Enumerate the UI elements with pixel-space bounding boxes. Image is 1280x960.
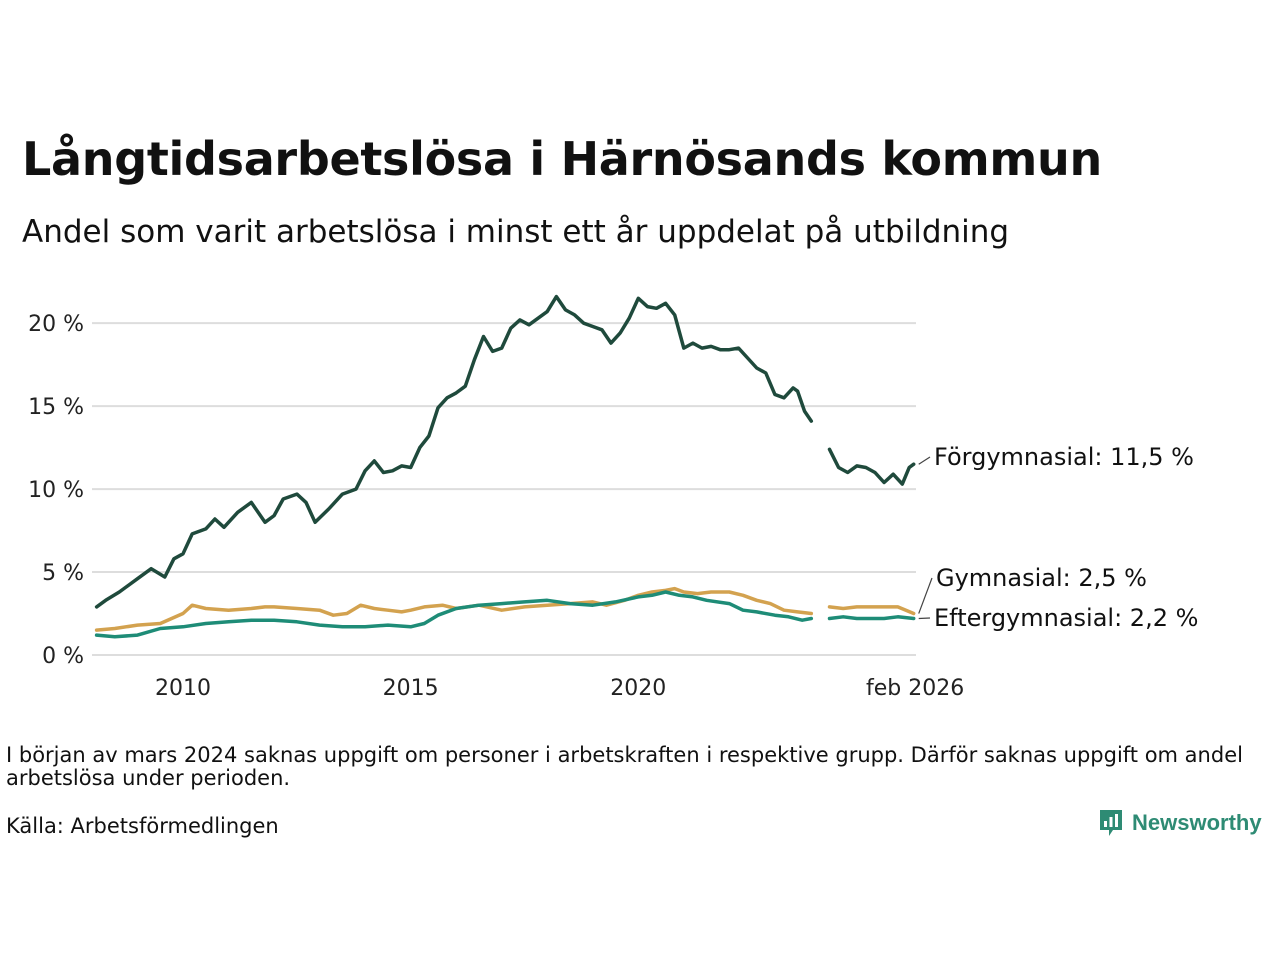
y-tick-label: 10 % xyxy=(28,478,84,503)
y-tick-label: 5 % xyxy=(42,561,84,586)
series-end-labels: Förgymnasial: 11,5 % Gymnasial: 2,5 % Efte… xyxy=(918,443,1198,632)
bar-chart-icon xyxy=(1100,810,1122,836)
series-label-gymnasial: Gymnasial: 2,5 % xyxy=(936,564,1147,592)
y-tick-label: 20 % xyxy=(28,312,84,337)
leader-line-eftergymnasial xyxy=(918,617,931,620)
series-line-eftergymnasial-0 xyxy=(94,590,814,639)
y-tick-label: 15 % xyxy=(28,395,84,420)
chart-subtitle: Andel som varit arbetslösa i minst ett å… xyxy=(22,214,1010,250)
chart-title: Långtidsarbetslösa i Härnösands kommun xyxy=(22,132,1102,186)
footnote: I början av mars 2024 saknas uppgift om … xyxy=(6,743,1243,790)
x-axis-labels: 2010 2015 2020 feb 2026 xyxy=(155,676,964,701)
series-line-eftergymnasial-1 xyxy=(827,615,916,621)
brand-logo[interactable]: Newsworthy xyxy=(1098,808,1262,838)
brand-name: Newsworthy xyxy=(1132,810,1262,835)
leader-line-förgymnasial xyxy=(918,456,931,465)
x-tick-label: feb 2026 xyxy=(866,676,964,701)
series-line-förgymnasial-1 xyxy=(827,447,916,486)
line-chart: 0 %5 %10 %15 %20 % 2010 2015 2020 feb 2026 … xyxy=(28,294,1198,701)
grid-lines xyxy=(92,322,916,656)
x-tick-label: 2020 xyxy=(610,676,666,701)
series-label-eftergymnasial: Eftergymnasial: 2,2 % xyxy=(934,604,1198,632)
x-tick-label: 2010 xyxy=(155,676,211,701)
y-tick-label: 0 % xyxy=(42,644,84,669)
source-text: Källa: Arbetsförmedlingen xyxy=(6,814,279,838)
series-label-förgymnasial: Förgymnasial: 11,5 % xyxy=(934,443,1194,471)
leader-line-gymnasial xyxy=(918,577,933,614)
series-line-gymnasial-1 xyxy=(827,605,916,616)
series-lines xyxy=(94,294,916,639)
series-line-förgymnasial-0 xyxy=(94,294,814,609)
y-axis-labels: 0 % 5 % 10 % 15 % 20 % xyxy=(28,312,84,669)
x-tick-label: 2015 xyxy=(383,676,439,701)
